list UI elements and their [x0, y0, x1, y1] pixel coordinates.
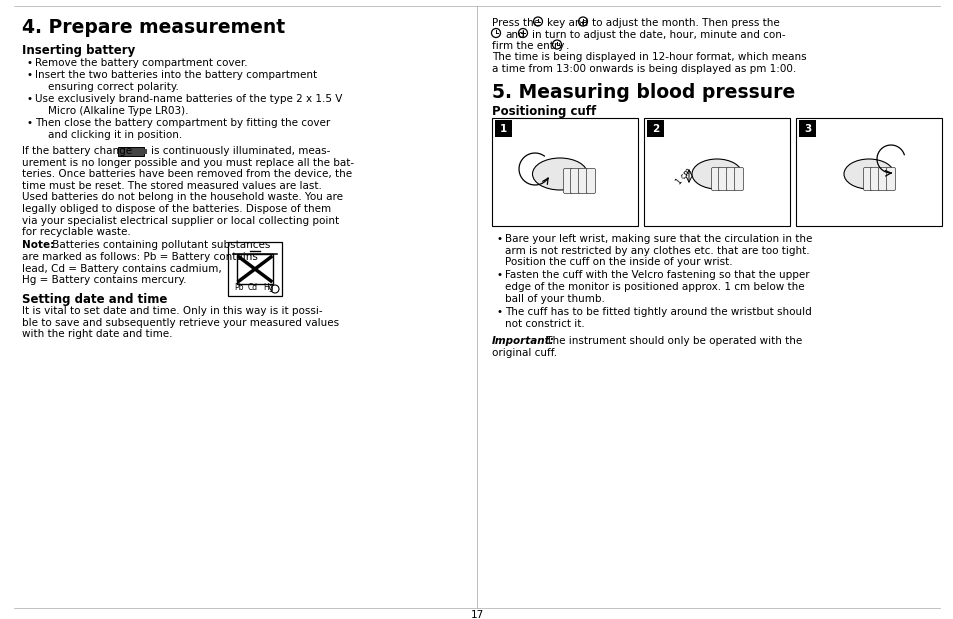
- Text: The time is being displayed in 12-hour format, which means: The time is being displayed in 12-hour f…: [492, 53, 806, 63]
- Text: Setting date and time: Setting date and time: [22, 293, 167, 306]
- Text: Hg: Hg: [263, 283, 274, 292]
- Bar: [495, 120, 512, 137]
- Text: .: .: [565, 41, 569, 51]
- Text: with the right date and time.: with the right date and time.: [22, 329, 172, 339]
- Text: to adjust the month. Then press the: to adjust the month. Then press the: [592, 18, 779, 28]
- Text: time must be reset. The stored measured values are last.: time must be reset. The stored measured …: [22, 181, 321, 191]
- Text: 5. Measuring blood pressure: 5. Measuring blood pressure: [492, 82, 795, 102]
- Text: Fasten the cuff with the Velcro fastening so that the upper
edge of the monitor : Fasten the cuff with the Velcro fastenin…: [504, 271, 809, 304]
- Text: Cd: Cd: [248, 283, 258, 292]
- Text: teries. Once batteries have been removed from the device, the: teries. Once batteries have been removed…: [22, 170, 352, 180]
- Text: Hg = Battery contains mercury.: Hg = Battery contains mercury.: [22, 275, 186, 285]
- Text: Insert the two batteries into the battery compartment
    ensuring correct polar: Insert the two batteries into the batter…: [35, 71, 316, 92]
- Bar: [236, 254, 273, 284]
- Ellipse shape: [532, 158, 587, 190]
- FancyBboxPatch shape: [586, 168, 595, 194]
- Ellipse shape: [843, 159, 893, 189]
- Text: for recyclable waste.: for recyclable waste.: [22, 227, 131, 237]
- FancyBboxPatch shape: [718, 168, 727, 191]
- Text: •: •: [27, 95, 33, 105]
- Text: 17: 17: [470, 610, 483, 619]
- Text: •: •: [27, 71, 33, 80]
- FancyBboxPatch shape: [726, 168, 735, 191]
- Text: key and: key and: [546, 18, 587, 28]
- Bar: [646, 120, 663, 137]
- Text: Batteries containing pollutant substances: Batteries containing pollutant substance…: [49, 241, 270, 251]
- FancyBboxPatch shape: [563, 168, 572, 194]
- Text: ble to save and subsequently retrieve your measured values: ble to save and subsequently retrieve yo…: [22, 318, 338, 327]
- Text: •: •: [27, 58, 33, 68]
- Text: Remove the battery compartment cover.: Remove the battery compartment cover.: [35, 58, 248, 68]
- Text: Then close the battery compartment by fitting the cover
    and clicking it in p: Then close the battery compartment by fi…: [35, 118, 330, 140]
- Bar: [228, 242, 282, 296]
- Text: If the battery change: If the battery change: [22, 147, 132, 157]
- FancyBboxPatch shape: [878, 168, 886, 191]
- FancyBboxPatch shape: [570, 168, 578, 194]
- Bar: [118, 147, 144, 155]
- Bar: [492, 118, 638, 226]
- FancyBboxPatch shape: [862, 168, 872, 191]
- Text: The cuff has to be fitted tightly around the wristbut should
not constrict it.: The cuff has to be fitted tightly around…: [504, 307, 811, 329]
- Bar: [144, 149, 147, 154]
- Text: urement is no longer possible and you must replace all the bat-: urement is no longer possible and you mu…: [22, 158, 354, 168]
- Text: Inserting battery: Inserting battery: [22, 44, 135, 57]
- FancyBboxPatch shape: [734, 168, 742, 191]
- Bar: [795, 118, 941, 226]
- FancyBboxPatch shape: [711, 168, 720, 191]
- Text: are marked as follows: Pb = Battery contains: are marked as follows: Pb = Battery cont…: [22, 252, 257, 262]
- Text: legally obliged to dispose of the batteries. Dispose of them: legally obliged to dispose of the batter…: [22, 204, 331, 214]
- Ellipse shape: [691, 159, 741, 189]
- FancyBboxPatch shape: [885, 168, 895, 191]
- Text: original cuff.: original cuff.: [492, 347, 557, 358]
- Text: Note:: Note:: [22, 241, 54, 251]
- FancyBboxPatch shape: [869, 168, 879, 191]
- Text: 1 cm: 1 cm: [675, 166, 693, 186]
- Text: Positioning cuff: Positioning cuff: [492, 105, 596, 118]
- Text: via your specialist electrical supplier or local collecting point: via your specialist electrical supplier …: [22, 215, 338, 225]
- Text: •: •: [497, 234, 502, 244]
- Text: Bare your left wrist, making sure that the circulation in the
arm is not restric: Bare your left wrist, making sure that t…: [504, 234, 812, 267]
- Text: lead, Cd = Battery contains cadmium,: lead, Cd = Battery contains cadmium,: [22, 264, 221, 274]
- Text: in turn to adjust the date, hour, minute and con-: in turn to adjust the date, hour, minute…: [532, 30, 785, 40]
- Text: •: •: [497, 307, 502, 317]
- Text: •: •: [497, 271, 502, 280]
- Text: 3: 3: [803, 124, 810, 134]
- FancyBboxPatch shape: [578, 168, 587, 194]
- Text: firm the entry: firm the entry: [492, 41, 564, 51]
- Text: 4. Prepare measurement: 4. Prepare measurement: [22, 18, 285, 37]
- Text: 2: 2: [651, 124, 659, 134]
- Text: Pb: Pb: [233, 283, 243, 292]
- Text: Important:: Important:: [492, 336, 554, 346]
- Text: is continuously illuminated, meas-: is continuously illuminated, meas-: [151, 147, 330, 157]
- Text: It is vital to set date and time. Only in this way is it possi-: It is vital to set date and time. Only i…: [22, 306, 322, 316]
- Text: 1: 1: [499, 124, 507, 134]
- Text: a time from 13:00 onwards is being displayed as pm 1:00.: a time from 13:00 onwards is being displ…: [492, 64, 796, 74]
- Bar: [799, 120, 815, 137]
- Text: and: and: [504, 30, 524, 40]
- Bar: [643, 118, 789, 226]
- Text: The instrument should only be operated with the: The instrument should only be operated w…: [542, 336, 801, 346]
- Text: Use exclusively brand-name batteries of the type 2 x 1.5 V
    Micro (Alkaline T: Use exclusively brand-name batteries of …: [35, 95, 342, 116]
- Text: •: •: [27, 118, 33, 129]
- Text: Used batteries do not belong in the household waste. You are: Used batteries do not belong in the hous…: [22, 193, 343, 202]
- Text: Press the: Press the: [492, 18, 539, 28]
